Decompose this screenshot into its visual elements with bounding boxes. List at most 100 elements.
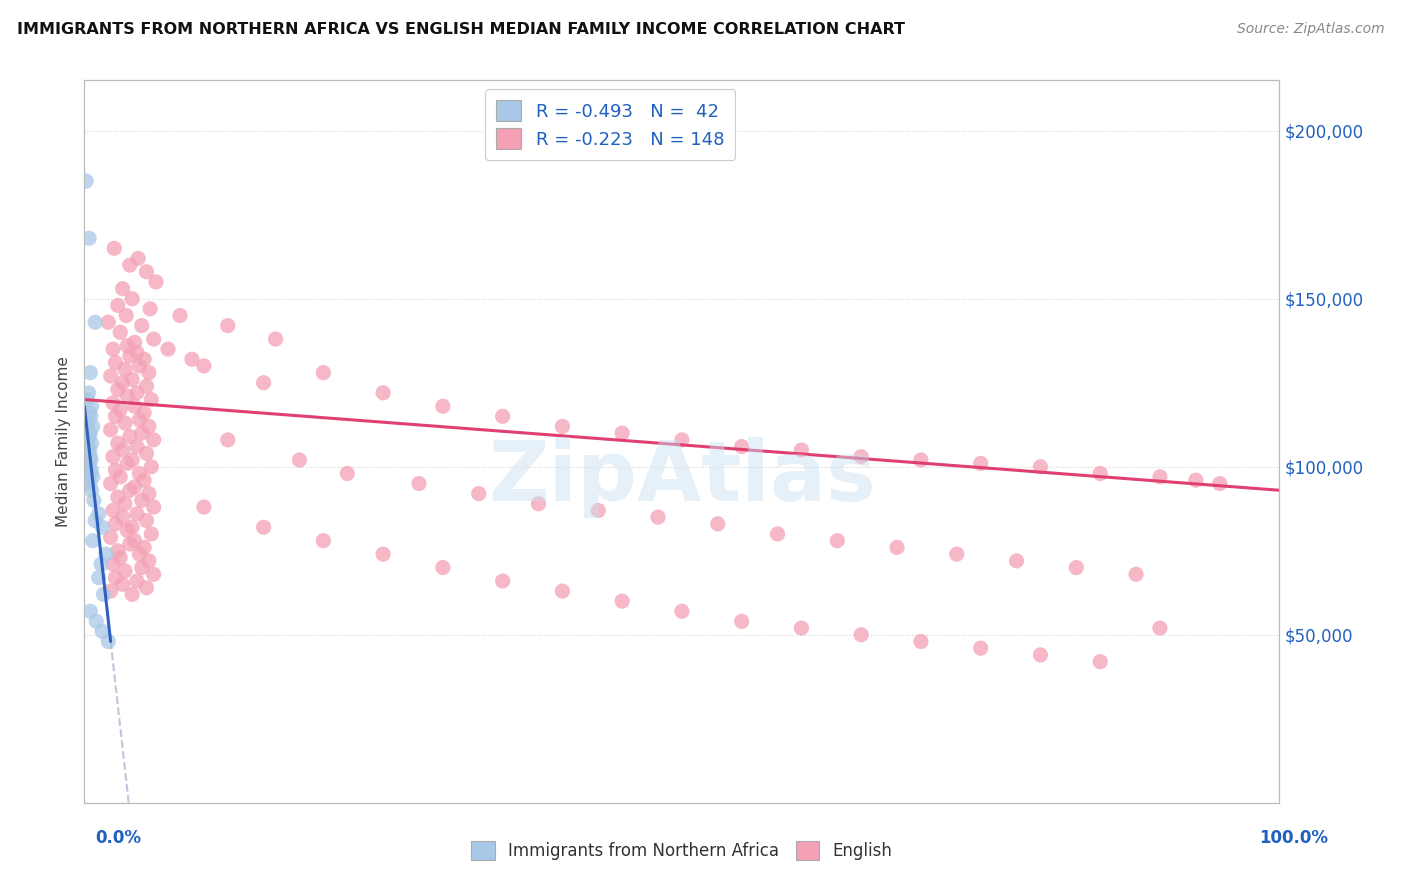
Point [132, 473, 156, 487]
Point [104, 409, 127, 424]
Point [1209, 476, 1232, 491]
Point [118, 537, 141, 551]
Point [551, 419, 574, 434]
Point [87, 507, 110, 521]
Point [647, 510, 669, 524]
Point [124, 533, 146, 548]
Legend: Immigrants from Northern Africa, English: Immigrants from Northern Africa, English [465, 834, 898, 867]
Point [588, 503, 610, 517]
Point [128, 359, 150, 373]
Point [1066, 560, 1088, 574]
Point [100, 423, 122, 437]
Point [114, 564, 136, 578]
Point [79, 406, 101, 420]
Point [77, 459, 100, 474]
Point [118, 429, 141, 443]
Point [217, 318, 239, 333]
Point [110, 402, 132, 417]
Point [110, 470, 132, 484]
Point [138, 419, 160, 434]
Point [79, 467, 101, 481]
Point [104, 463, 127, 477]
Point [1090, 467, 1112, 481]
Text: IMMIGRANTS FROM NORTHERN AFRICA VS ENGLISH MEDIAN FAMILY INCOME CORRELATION CHAR: IMMIGRANTS FROM NORTHERN AFRICA VS ENGLI… [17, 22, 905, 37]
Point [75, 174, 97, 188]
Point [87, 571, 110, 585]
Point [114, 362, 136, 376]
Point [100, 476, 122, 491]
Point [312, 366, 335, 380]
Point [139, 301, 162, 316]
Point [671, 604, 693, 618]
Point [125, 574, 148, 588]
Point [135, 446, 157, 460]
Point [77, 433, 100, 447]
Point [138, 554, 160, 568]
Point [492, 574, 515, 588]
Point [125, 507, 148, 521]
Point [91, 624, 114, 639]
Point [101, 558, 124, 572]
Point [132, 406, 156, 420]
Point [77, 416, 100, 430]
Point [110, 326, 132, 340]
Point [79, 442, 101, 457]
Point [101, 342, 124, 356]
Point [117, 339, 139, 353]
Point [82, 419, 104, 434]
Point [157, 342, 180, 356]
Point [790, 621, 813, 635]
Point [77, 231, 100, 245]
Point [373, 547, 395, 561]
Point [82, 533, 104, 548]
Point [1149, 621, 1171, 635]
Point [707, 516, 730, 531]
Point [79, 604, 101, 618]
Point [124, 399, 146, 413]
Point [731, 615, 754, 629]
Point [117, 524, 139, 538]
Point [135, 514, 157, 528]
Point [80, 463, 103, 477]
Point [125, 385, 148, 400]
Point [107, 298, 129, 312]
Point [80, 409, 103, 424]
Point [312, 533, 335, 548]
Point [125, 345, 148, 359]
Point [128, 547, 150, 561]
Point [121, 372, 143, 386]
Point [77, 385, 100, 400]
Point [93, 587, 115, 601]
Point [107, 436, 129, 450]
Point [135, 265, 157, 279]
Point [77, 456, 100, 470]
Point [111, 282, 134, 296]
Point [1005, 554, 1028, 568]
Point [76, 440, 98, 454]
Point [142, 567, 165, 582]
Point [100, 530, 122, 544]
Point [527, 497, 550, 511]
Point [551, 584, 574, 599]
Point [132, 541, 156, 555]
Point [121, 292, 143, 306]
Point [80, 436, 103, 450]
Point [193, 359, 215, 373]
Point [117, 456, 139, 470]
Point [90, 558, 112, 572]
Point [94, 547, 117, 561]
Point [408, 476, 430, 491]
Point [141, 459, 163, 474]
Point [121, 520, 143, 534]
Point [124, 480, 146, 494]
Point [910, 453, 932, 467]
Point [80, 399, 103, 413]
Point [217, 433, 239, 447]
Point [1029, 459, 1052, 474]
Point [104, 516, 127, 531]
Point [336, 467, 359, 481]
Text: ZipAtlas: ZipAtlas [488, 437, 876, 518]
Point [118, 483, 141, 498]
Y-axis label: Median Family Income: Median Family Income [56, 356, 72, 527]
Point [128, 467, 150, 481]
